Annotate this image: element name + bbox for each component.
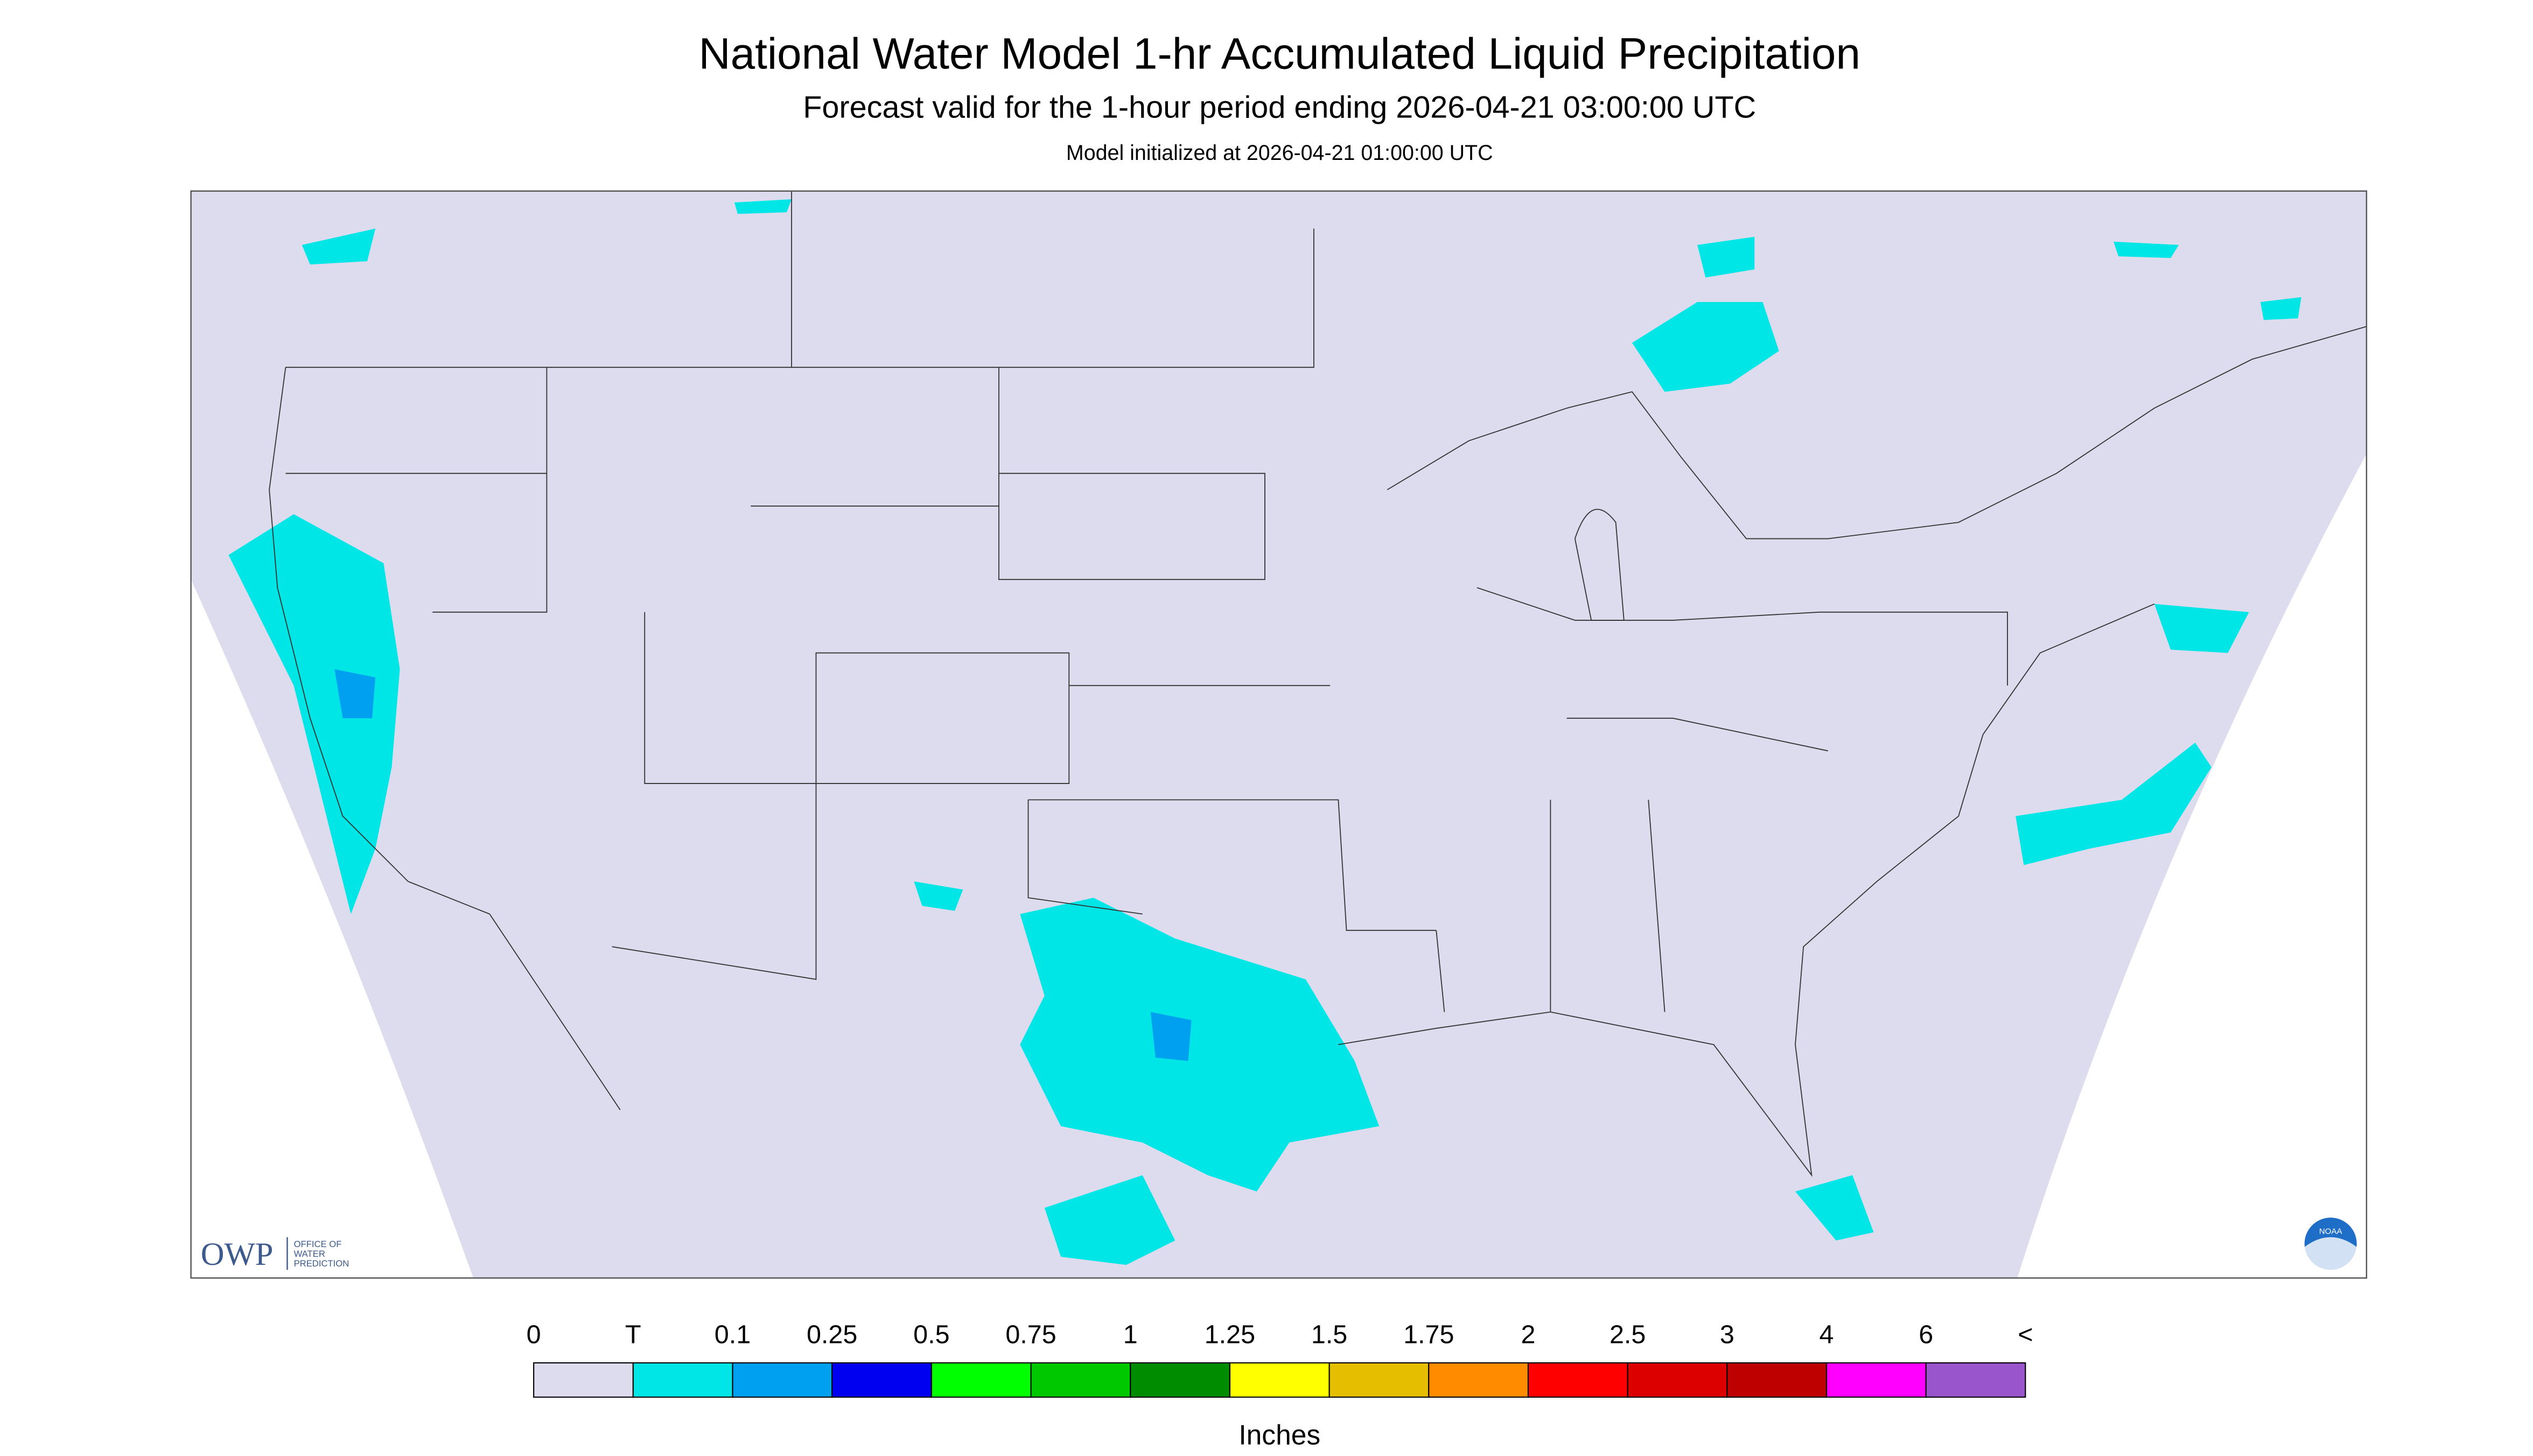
- colorbar-swatch: [1925, 1362, 2026, 1398]
- noaa-text: NOAA: [2319, 1227, 2343, 1236]
- colorbar-label: 2: [1521, 1320, 1535, 1349]
- colorbar-label: 0.25: [807, 1320, 857, 1349]
- colorbar-label: 0.75: [1005, 1320, 1056, 1349]
- owp-text: PREDICTION: [294, 1258, 349, 1269]
- colorbar-label: 0.1: [715, 1320, 751, 1349]
- colorbar-swatch: [1030, 1362, 1131, 1398]
- map: OWP OFFICE OF WATER PREDICTION NOAA: [190, 190, 2368, 1279]
- noaa-wave: [2304, 1237, 2357, 1273]
- colorbar-units: Inches: [1238, 1419, 1320, 1451]
- projection-edge: [2017, 453, 2367, 1278]
- boundaries: [269, 191, 2367, 1177]
- subtitle: Forecast valid for the 1-hour period end…: [803, 90, 1756, 124]
- colorbar-label: 2.5: [1610, 1320, 1646, 1349]
- map-frame: [190, 190, 2368, 1279]
- colorbar-swatch: [533, 1362, 634, 1398]
- colorbar-swatch: [1825, 1362, 1927, 1398]
- colorbar-swatch: [1726, 1362, 1828, 1398]
- colorbar-swatch: [1627, 1362, 1728, 1398]
- colorbar-swatch: [1428, 1362, 1529, 1398]
- colorbar-label: T: [625, 1320, 641, 1349]
- owp-text: WATER: [294, 1249, 325, 1259]
- colorbar-label: 1: [1123, 1320, 1138, 1349]
- colorbar-label: 6: [1919, 1320, 1933, 1349]
- colorbar-swatch: [1328, 1362, 1430, 1398]
- colorbar-label: 1.5: [1311, 1320, 1347, 1349]
- colorbar-swatch: [1229, 1362, 1330, 1398]
- colorbar-label: 1.75: [1403, 1320, 1454, 1349]
- init-note: Model initialized at 2026-04-21 01:00:00…: [1066, 141, 1493, 165]
- colorbar-label: 0.5: [913, 1320, 949, 1349]
- colorbar-swatch: [732, 1362, 833, 1398]
- colorbar-swatch: [1130, 1362, 1230, 1398]
- projection-edge: [191, 579, 473, 1278]
- precip-areas: [228, 199, 2301, 1265]
- colorbar-label: 0: [527, 1320, 541, 1349]
- owp-logo: OWP: [201, 1236, 274, 1272]
- colorbar-label: <: [2018, 1320, 2033, 1349]
- colorbar: 0 T 0.1 0.25 0.5 0.75 1 1.25 1.5 1.75 2 2.5 3 4 6 <: [527, 1320, 2033, 1398]
- colorbar-label: 3: [1720, 1320, 1734, 1349]
- colorbar-swatch: [930, 1362, 1032, 1398]
- colorbar-swatch: [831, 1362, 932, 1398]
- colorbar-swatch: [632, 1362, 733, 1398]
- colorbar-label: 1.25: [1205, 1320, 1255, 1349]
- owp-text: OFFICE OF: [294, 1239, 342, 1249]
- colorbar-label: 4: [1820, 1320, 1834, 1349]
- title: National Water Model 1-hr Accumulated Li…: [699, 30, 1860, 79]
- colorbar-swatch: [1527, 1362, 1628, 1398]
